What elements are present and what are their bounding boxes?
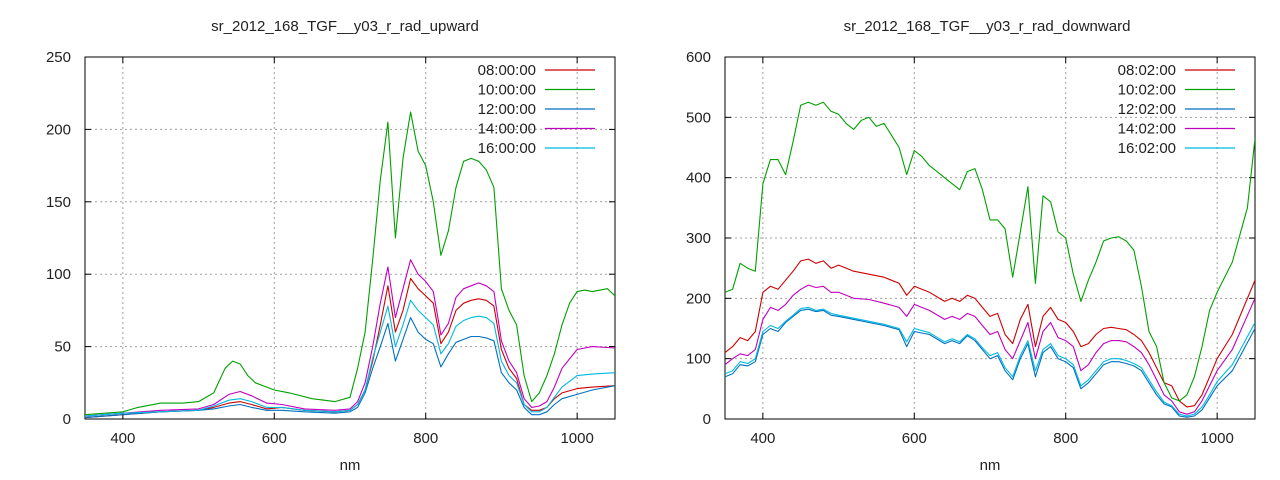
legend-label: 08:00:00 xyxy=(478,62,536,79)
y-tick-label: 500 xyxy=(686,109,711,126)
series-line-160000 xyxy=(85,299,615,417)
y-tick-label: 0 xyxy=(63,411,71,428)
y-tick-label: 300 xyxy=(686,230,711,247)
chart-title: sr_2012_168_TGF__y03_r_rad_downward xyxy=(844,18,1131,35)
y-tick-label: 0 xyxy=(703,411,711,428)
x-tick-label: 1000 xyxy=(1200,430,1233,447)
series-line-100000 xyxy=(85,111,615,416)
legend-label: 12:02:00 xyxy=(1118,101,1176,118)
legend-label: 16:02:00 xyxy=(1118,140,1176,157)
series-group xyxy=(85,111,615,419)
y-tick-label: 250 xyxy=(46,49,71,66)
y-tick-label: 100 xyxy=(46,266,71,283)
series-line-140000 xyxy=(85,259,615,417)
legend-label: 14:00:00 xyxy=(478,121,536,138)
x-tick-label: 400 xyxy=(110,430,135,447)
series-line-080200 xyxy=(725,258,1255,408)
y-tick-label: 600 xyxy=(686,49,711,66)
series-line-120000 xyxy=(85,317,615,419)
series-group xyxy=(725,101,1255,418)
legend-label: 14:02:00 xyxy=(1118,121,1176,138)
y-tick-label: 100 xyxy=(686,351,711,368)
x-axis-label: nm xyxy=(980,457,1001,474)
chart-downward: 400 600 800 1000 0 100 200 300 400 500 600 sr_2012_… xyxy=(686,18,1256,474)
x-tick-label: 600 xyxy=(902,430,927,447)
series-line-080000 xyxy=(85,277,615,419)
x-tick-label: 600 xyxy=(262,430,287,447)
legend-label: 16:00:00 xyxy=(478,140,536,157)
x-tick-label: 400 xyxy=(750,430,775,447)
x-axis-label: nm xyxy=(340,457,361,474)
legend-label: 10:02:00 xyxy=(1118,82,1176,99)
series-line-160200 xyxy=(725,306,1255,417)
x-tick-label: 1000 xyxy=(560,430,593,447)
legend-label: 10:00:00 xyxy=(478,82,536,99)
x-tick-label: 800 xyxy=(413,430,438,447)
series-line-120200 xyxy=(725,308,1255,418)
y-tick-label: 400 xyxy=(686,170,711,187)
y-tick-label: 200 xyxy=(46,121,71,138)
plot-frame xyxy=(84,56,616,420)
x-tick-label: 800 xyxy=(1053,430,1078,447)
legend-label: 12:00:00 xyxy=(478,101,536,118)
series-line-100200 xyxy=(725,101,1255,402)
chart-upward: 400 600 800 1000 0 50 100 150 200 250 sr_2012_168_… xyxy=(46,18,616,474)
y-tick-label: 50 xyxy=(54,339,71,356)
chart-title: sr_2012_168_TGF__y03_r_rad_upward xyxy=(211,18,479,35)
y-tick-label: 150 xyxy=(46,194,71,211)
series-line-140200 xyxy=(725,284,1255,415)
legend-label: 08:02:00 xyxy=(1118,62,1176,79)
y-tick-label: 200 xyxy=(686,290,711,307)
